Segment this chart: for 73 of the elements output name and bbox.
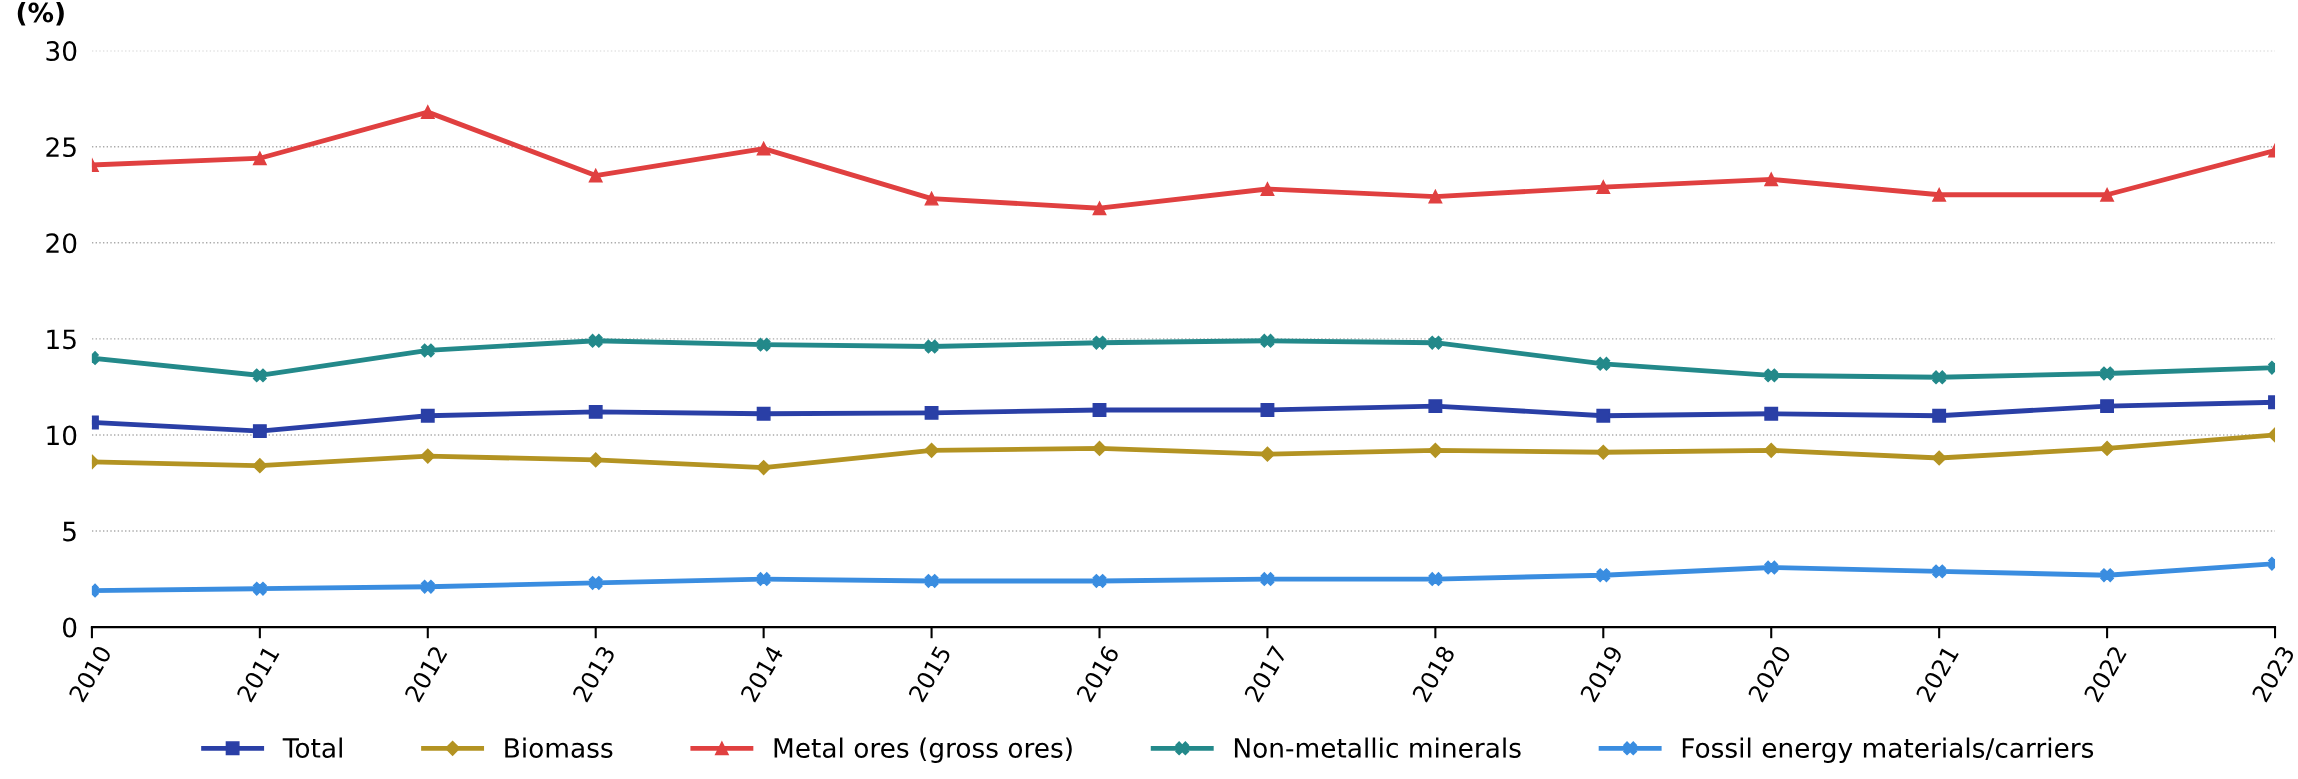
y-tick-label: 20	[46, 233, 77, 254]
point	[1596, 568, 1611, 583]
point	[2099, 440, 2115, 456]
point	[1260, 333, 1275, 348]
point	[1596, 180, 1611, 195]
legend-label: Biomass	[505, 737, 613, 758]
point	[588, 404, 603, 419]
point	[420, 448, 436, 464]
point	[1260, 572, 1275, 587]
point	[1596, 408, 1611, 423]
point	[2100, 568, 2115, 583]
point	[1259, 446, 1276, 462]
point	[1092, 335, 1107, 350]
point	[252, 458, 268, 474]
point	[420, 579, 435, 594]
point	[924, 339, 939, 354]
point	[252, 424, 267, 439]
point	[252, 151, 267, 166]
point	[1931, 450, 1947, 466]
y-tick-label: 30	[46, 41, 77, 62]
point	[2100, 366, 2115, 381]
point	[924, 442, 940, 458]
point	[1932, 187, 1947, 202]
point	[756, 141, 771, 156]
point	[2100, 187, 2115, 202]
point	[2100, 399, 2115, 414]
point	[1092, 403, 1107, 417]
point	[588, 452, 604, 468]
point	[420, 408, 435, 423]
point	[1260, 182, 1275, 196]
point	[588, 168, 603, 183]
legend-label: Metal ores (gross ores)	[774, 737, 1072, 764]
legend-label: Total	[282, 737, 342, 758]
y-axis-title: (%)	[17, 2, 64, 26]
point	[1092, 201, 1107, 216]
point	[1428, 399, 1443, 414]
y-tick-label: 15	[47, 329, 76, 350]
y-tick-label: 0	[62, 617, 77, 638]
point	[1764, 368, 1779, 383]
point	[1091, 440, 1108, 456]
point	[1932, 564, 1947, 579]
point	[420, 343, 435, 358]
point	[1932, 370, 1947, 385]
y-tick-label: 25	[46, 137, 76, 158]
point	[924, 191, 939, 206]
point	[1764, 172, 1779, 187]
point	[756, 460, 772, 476]
point	[1260, 403, 1275, 417]
point	[756, 337, 771, 352]
point	[924, 574, 939, 588]
point	[252, 368, 267, 383]
point	[1764, 560, 1779, 575]
point	[420, 105, 435, 120]
point	[1764, 406, 1779, 421]
point	[1932, 408, 1947, 423]
point	[252, 581, 267, 596]
point	[756, 406, 771, 421]
point	[588, 575, 603, 590]
legend-label: Fossil energy materials/carriers	[1682, 737, 2094, 764]
point	[1596, 356, 1611, 371]
point	[1763, 442, 1779, 458]
legend-label: Non-metallic minerals	[1234, 737, 1521, 758]
point	[1428, 335, 1443, 350]
y-tick-label: 5	[63, 521, 76, 542]
point	[924, 405, 939, 420]
point	[1428, 572, 1443, 587]
point	[1428, 189, 1443, 204]
point	[588, 333, 603, 348]
point	[1427, 442, 1443, 458]
point	[1595, 444, 1611, 460]
point	[756, 572, 771, 587]
y-tick-label: 10	[47, 425, 77, 446]
point	[1092, 574, 1107, 588]
